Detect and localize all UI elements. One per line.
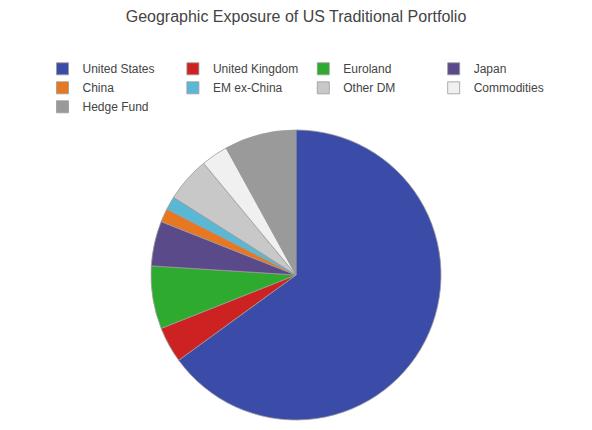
svg-text:Commodities: Commodities: [474, 81, 544, 95]
svg-text:Euroland: Euroland: [343, 62, 391, 76]
svg-text:China: China: [83, 81, 115, 95]
svg-text:Japan: Japan: [474, 62, 507, 76]
svg-text:Hedge Fund: Hedge Fund: [83, 100, 149, 114]
svg-text:Other DM: Other DM: [343, 81, 395, 95]
svg-text:United States: United States: [83, 62, 155, 76]
svg-text:United Kingdom: United Kingdom: [213, 62, 298, 76]
svg-text:Geographic Exposure of US Trad: Geographic Exposure of US Traditional Po…: [126, 8, 467, 25]
svg-text:EM ex-China: EM ex-China: [213, 81, 283, 95]
